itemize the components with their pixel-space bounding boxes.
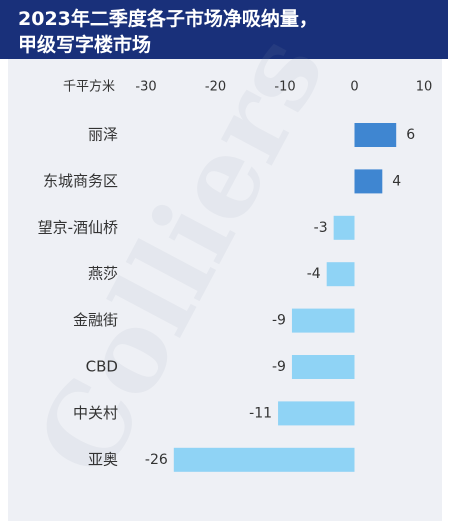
- bar: [278, 401, 355, 426]
- chart-title-line-2: 甲级写字楼市场: [18, 34, 152, 56]
- x-tick-label: -10: [274, 80, 295, 95]
- category-label: 中关村: [73, 404, 118, 422]
- bar: [333, 215, 355, 240]
- x-tick-label: -30: [135, 80, 156, 95]
- category-label: 东城商务区: [43, 172, 118, 190]
- data-label: -9: [272, 313, 286, 329]
- x-tick-label: -20: [205, 80, 226, 95]
- bar: [326, 262, 355, 287]
- data-label: 4: [392, 173, 401, 189]
- category-label: 望京-酒仙桥: [38, 218, 118, 236]
- x-tick-label: 10: [416, 80, 433, 95]
- data-label: 6: [406, 127, 415, 143]
- bar: [291, 355, 355, 379]
- data-label: -26: [145, 452, 168, 468]
- category-label: 金融街: [73, 311, 118, 329]
- category-label: CBD: [86, 358, 118, 376]
- category-label: 亚奥: [88, 450, 118, 468]
- data-label: -11: [249, 405, 272, 421]
- category-label: 燕莎: [88, 265, 118, 283]
- axis-unit-label: 千平方米: [63, 79, 115, 95]
- bar: [173, 447, 355, 472]
- chart-title-line-1: 2023年二季度各子市场净吸纳量，: [18, 8, 318, 30]
- category-label: 丽泽: [88, 126, 118, 144]
- data-label: -9: [272, 359, 286, 375]
- data-label: -3: [314, 220, 328, 236]
- data-label: -4: [307, 266, 321, 282]
- bar: [291, 308, 355, 333]
- bar: [354, 123, 397, 147]
- chart-title-banner: 2023年二季度各子市场净吸纳量， 甲级写字楼市场: [0, 0, 448, 59]
- bar: [354, 169, 383, 194]
- x-tick-label: 0: [350, 80, 358, 95]
